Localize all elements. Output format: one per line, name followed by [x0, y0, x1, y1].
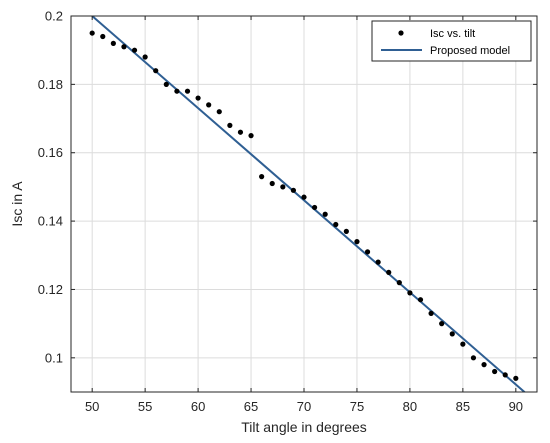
- y-tick-label: 0.12: [38, 282, 63, 297]
- data-point: [481, 362, 487, 368]
- data-point: [121, 44, 127, 50]
- legend-marker-isc: [398, 30, 404, 36]
- data-point: [375, 259, 381, 265]
- data-point: [460, 341, 466, 347]
- x-tick-label: 65: [244, 399, 258, 414]
- data-point: [248, 133, 254, 139]
- y-tick-label: 0.1: [45, 350, 63, 365]
- data-point: [269, 180, 275, 187]
- plot-area: [89, 16, 526, 392]
- x-tick-label: 75: [350, 399, 364, 414]
- data-point: [290, 187, 297, 193]
- x-tick-label: 85: [456, 399, 470, 414]
- data-point: [343, 228, 349, 234]
- data-point: [153, 68, 159, 74]
- data-point: [216, 109, 222, 115]
- data-point: [396, 280, 402, 286]
- y-tick-label: 0.2: [45, 9, 63, 24]
- x-tick-label: 50: [85, 399, 99, 414]
- data-point: [195, 95, 201, 101]
- y-tick-label: 0.14: [38, 214, 63, 229]
- data-point: [354, 239, 360, 245]
- data-point: [417, 297, 424, 303]
- data-point: [227, 122, 233, 128]
- x-tick-label: 55: [138, 399, 152, 414]
- grid: [71, 15, 537, 392]
- data-point: [174, 88, 180, 94]
- data-point: [206, 102, 212, 108]
- legend-label-isc: Isc vs. tilt: [430, 28, 475, 40]
- ticks: 50 55 60 65 70 75 80 85 90 0.1 0.12 0.14 0.16 0.18 0.2: [38, 9, 537, 414]
- y-tick-label: 0.16: [38, 145, 63, 160]
- data-point: [184, 88, 191, 94]
- x-tick-label: 70: [297, 399, 311, 414]
- x-tick-label: 90: [509, 399, 523, 414]
- x-tick-label: 60: [191, 399, 205, 414]
- data-point: [110, 40, 116, 46]
- data-point: [364, 249, 371, 255]
- data-point: [449, 331, 455, 337]
- legend-label-model: Proposed model: [430, 45, 510, 57]
- x-tick-label: 80: [403, 399, 417, 414]
- data-point: [237, 129, 244, 135]
- data-point: [386, 269, 392, 275]
- data-point: [301, 194, 307, 200]
- data-point: [492, 368, 498, 375]
- series-layer: [89, 16, 526, 392]
- x-axis-label: Tilt angle in degrees: [241, 419, 367, 435]
- data-point: [280, 184, 286, 190]
- data-point: [142, 54, 148, 60]
- legend-box: [371, 20, 532, 62]
- data-point: [322, 211, 328, 217]
- data-point: [407, 290, 413, 296]
- data-point: [333, 221, 339, 228]
- data-point: [470, 355, 477, 361]
- data-point: [163, 81, 169, 87]
- legend: Isc vs. tilt Proposed model: [371, 20, 532, 62]
- data-point: [513, 375, 519, 381]
- data-point: [439, 321, 445, 327]
- model-line: [91, 16, 526, 392]
- y-axis-label: Isc in A: [9, 181, 25, 227]
- data-point: [100, 33, 106, 40]
- data-point: [259, 174, 265, 180]
- data-point: [311, 204, 318, 211]
- data-point: [131, 47, 138, 53]
- data-point: [502, 372, 508, 378]
- data-point: [428, 310, 434, 316]
- data-point: [89, 30, 95, 36]
- y-tick-label: 0.18: [38, 77, 63, 92]
